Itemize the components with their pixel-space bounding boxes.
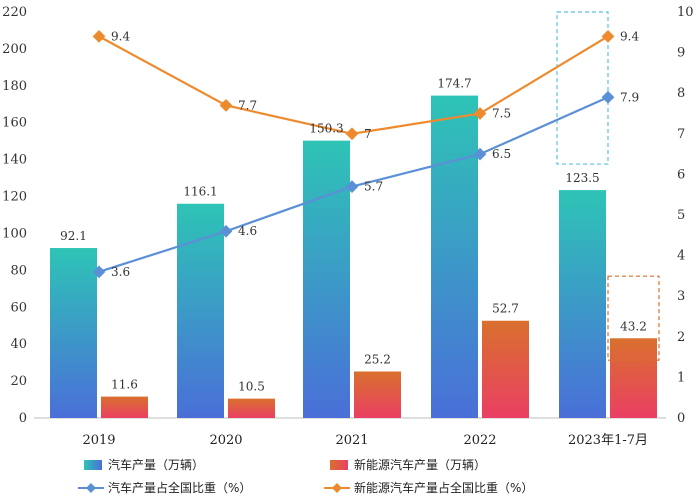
y-right-tick-5: 5 xyxy=(677,208,685,223)
y-left-tick-9: 180 xyxy=(2,79,27,94)
x-tick-0: 2019 xyxy=(82,433,115,448)
x-tick-3: 2022 xyxy=(463,433,496,448)
y-left-tick-2: 40 xyxy=(10,337,27,352)
bar-auto-4 xyxy=(559,190,606,418)
bars-layer xyxy=(50,95,657,419)
y-right-tick-3: 3 xyxy=(677,289,685,304)
line-auto-share-label-3: 6.5 xyxy=(492,147,511,161)
y-right-tick-6: 6 xyxy=(677,167,685,182)
line-auto-share-point-1 xyxy=(219,224,233,238)
line-auto-share-label-2: 5.7 xyxy=(364,180,383,194)
bar-nev-1 xyxy=(228,398,275,418)
line-nev-share-point-2 xyxy=(345,127,359,141)
bar-nev-3 xyxy=(482,320,529,418)
y-left-tick-8: 160 xyxy=(2,116,27,131)
y-right-tick-7: 7 xyxy=(677,127,685,142)
line-nev-share-point-0 xyxy=(92,29,106,43)
highlight-box-nev xyxy=(607,275,660,361)
line-auto-share-point-3 xyxy=(473,147,487,161)
line-nev-share-point-3 xyxy=(473,107,487,120)
y-right-tick-10: 10 xyxy=(677,5,694,20)
line-auto-share-point-4 xyxy=(601,90,615,104)
highlight-box-auto xyxy=(556,11,609,165)
line-auto-share-point-0 xyxy=(92,265,106,279)
y-left-tick-11: 220 xyxy=(2,5,27,20)
y-left-tick-0: 0 xyxy=(19,411,27,426)
y-left-tick-10: 200 xyxy=(2,42,27,57)
y-right-tick-8: 8 xyxy=(677,86,685,101)
label-auto-1: 116.1 xyxy=(183,185,217,199)
line-nev-share-label-3: 7.5 xyxy=(492,107,511,121)
line-nev-share-point-4 xyxy=(601,29,615,43)
highlight-layer xyxy=(556,11,660,361)
y-left-tick-5: 100 xyxy=(2,226,27,241)
y-left-tick-6: 120 xyxy=(2,190,27,205)
x-tick-2: 2021 xyxy=(335,433,368,448)
label-nev-1: 10.5 xyxy=(238,380,265,394)
bar-auto-2 xyxy=(303,140,350,419)
bar-auto-0 xyxy=(50,248,97,418)
bar-nev-0 xyxy=(101,396,148,418)
line-nev-share-label-4: 9.4 xyxy=(620,29,639,43)
label-nev-0: 11.6 xyxy=(111,378,138,392)
legend: 汽车产量（万辆） 新能源汽车产量（万辆） 汽车产量占全国比重（%） 新能源汽车产量占全… xyxy=(78,457,533,495)
line-auto-share-label-4: 7.9 xyxy=(620,90,639,104)
y-right-tick-2: 2 xyxy=(677,330,685,345)
line-nev-share xyxy=(98,35,609,135)
legend-nev-share-text: 新能源汽车产量占全国比重（%） xyxy=(354,480,533,495)
y-left-tick-4: 80 xyxy=(10,263,27,278)
bar-auto-1 xyxy=(177,203,224,418)
legend-auto-output-swatch xyxy=(84,460,102,470)
legend-nev-share-swatch-marker xyxy=(332,483,342,493)
line-nev-share-label-2: 7 xyxy=(364,127,372,141)
y-right-tick-9: 9 xyxy=(677,46,685,61)
y-right-tick-1: 1 xyxy=(677,370,685,385)
legend-nev-output-swatch xyxy=(330,460,348,470)
legend-auto-share-text: 汽车产量占全国比重（%） xyxy=(108,480,251,495)
bar-auto-3 xyxy=(431,95,478,418)
line-nev-share-label-0: 9.4 xyxy=(111,29,130,43)
label-nev-4: 43.2 xyxy=(620,319,647,333)
line-nev-share-label-1: 7.7 xyxy=(238,98,257,112)
label-auto-2: 150.3 xyxy=(309,122,343,136)
y-left-tick-3: 60 xyxy=(10,300,27,315)
x-tick-1: 2020 xyxy=(209,433,242,448)
legend-auto-share-swatch-marker xyxy=(86,483,96,493)
lines-layer xyxy=(92,29,615,279)
legend-auto-output-text: 汽车产量（万辆） xyxy=(108,457,204,472)
x-tick-4: 2023年1-7月 xyxy=(568,433,648,448)
bar-nev-2 xyxy=(354,371,401,418)
line-auto-share-label-1: 4.6 xyxy=(238,224,257,238)
bar-nev-4 xyxy=(610,338,657,418)
axes-layer: 0 20 40 60 80 100 120 140 160 180 200 220 0 1 2 3 4 5 6 7 8 9… xyxy=(2,5,693,448)
y-right-tick-4: 4 xyxy=(677,249,685,264)
label-nev-2: 25.2 xyxy=(364,352,391,366)
y-right-tick-0: 0 xyxy=(677,411,685,426)
line-nev-share-point-1 xyxy=(219,99,233,112)
label-auto-3: 174.7 xyxy=(437,77,471,91)
label-auto-4: 123.5 xyxy=(565,171,599,185)
y-left-tick-7: 140 xyxy=(2,153,27,168)
line-auto-share-point-2 xyxy=(345,180,359,193)
label-auto-0: 92.1 xyxy=(60,229,87,243)
y-left-tick-1: 20 xyxy=(10,374,27,389)
line-auto-share-label-0: 3.6 xyxy=(111,265,130,279)
labels-layer: 92.1 11.6 116.1 10.5 150.3 25.2 174.7 52.7 123.5… xyxy=(60,29,647,393)
legend-nev-output-text: 新能源汽车产量（万辆） xyxy=(354,457,486,472)
label-nev-3: 52.7 xyxy=(492,302,519,316)
